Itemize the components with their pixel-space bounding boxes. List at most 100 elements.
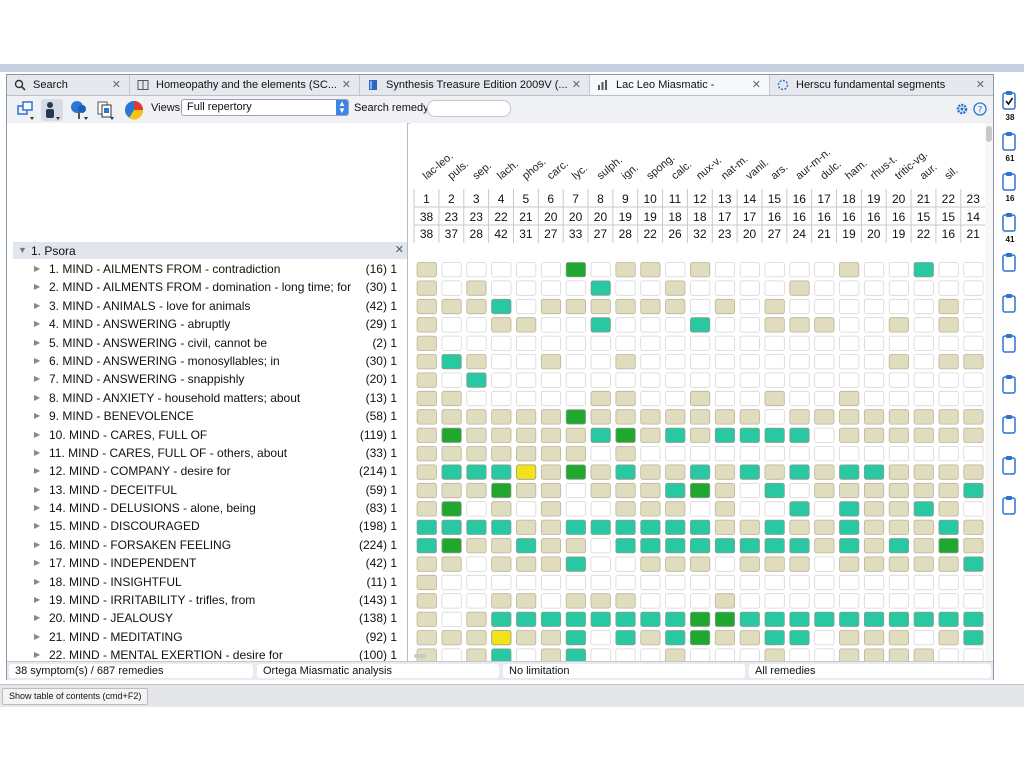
grade-cell[interactable]: [789, 648, 810, 661]
grade-cell[interactable]: [714, 593, 736, 609]
show-toc-button[interactable]: Show table of contents (cmd+F2): [2, 688, 149, 705]
grade-cell[interactable]: [441, 630, 462, 646]
grade-cell[interactable]: [863, 593, 885, 609]
grade-cell[interactable]: [441, 501, 462, 517]
grade-cell[interactable]: [640, 409, 661, 425]
grade-cell[interactable]: [739, 298, 760, 315]
grade-cell[interactable]: [739, 354, 760, 370]
close-icon[interactable]: ✕: [975, 79, 985, 91]
grade-cell[interactable]: [640, 280, 661, 296]
grade-cell[interactable]: [913, 501, 934, 517]
grade-cell[interactable]: [888, 630, 909, 646]
grade-cell[interactable]: [416, 280, 437, 296]
grade-cell[interactable]: [565, 262, 586, 278]
grade-cell[interactable]: [690, 262, 711, 278]
symptom-row[interactable]: ▶ 5. MIND - ANSWERING - civil, cannot be (…: [7, 334, 407, 352]
grade-cell[interactable]: [764, 611, 785, 627]
symptom-row[interactable]: ▶ 22. MIND - MENTAL EXERTION - desire for…: [7, 646, 407, 661]
grade-cell[interactable]: [938, 630, 959, 646]
grade-cell[interactable]: [938, 335, 959, 351]
grade-cell[interactable]: [739, 538, 760, 554]
disclosure-icon[interactable]: ▶: [34, 539, 41, 549]
grade-cell[interactable]: [615, 648, 636, 661]
grade-cell[interactable]: [863, 335, 885, 351]
grade-cell[interactable]: [540, 262, 562, 278]
grade-cell[interactable]: [913, 335, 934, 351]
grade-cell[interactable]: [540, 317, 562, 333]
grade-cell[interactable]: [416, 298, 437, 315]
disclosure-icon[interactable]: ▶: [34, 521, 41, 531]
grade-cell[interactable]: [466, 390, 487, 407]
grade-cell[interactable]: [416, 593, 437, 609]
grade-cell[interactable]: [888, 556, 909, 572]
grade-cell[interactable]: [690, 298, 711, 315]
tab-search[interactable]: Search ✕: [7, 75, 130, 95]
grade-cell[interactable]: [938, 501, 959, 517]
grade-cell[interactable]: [640, 519, 661, 535]
grade-cell[interactable]: [963, 501, 984, 517]
grade-cell[interactable]: [739, 501, 760, 517]
grade-cell[interactable]: [814, 335, 835, 351]
grade-cell[interactable]: [665, 427, 686, 443]
grade-cell[interactable]: [466, 574, 487, 591]
grade-cell[interactable]: [615, 446, 636, 462]
grade-cell[interactable]: [839, 372, 860, 388]
grade-cell[interactable]: [665, 446, 686, 462]
grade-cell[interactable]: [615, 630, 636, 646]
grade-cell[interactable]: [615, 427, 636, 443]
grade-cell[interactable]: [615, 280, 636, 296]
grade-cell[interactable]: [789, 317, 810, 333]
grade-cell[interactable]: [863, 390, 885, 407]
grade-cell[interactable]: [863, 538, 885, 554]
grade-cell[interactable]: [690, 648, 711, 661]
grade-cell[interactable]: [938, 464, 959, 480]
grade-cell[interactable]: [665, 335, 686, 351]
grade-cell[interactable]: [441, 519, 462, 535]
grade-cell[interactable]: [839, 280, 860, 296]
grade-cell[interactable]: [615, 574, 636, 591]
grade-cell[interactable]: [416, 317, 437, 333]
grade-cell[interactable]: [839, 262, 860, 278]
grade-cell[interactable]: [416, 427, 437, 443]
grade-cell[interactable]: [441, 593, 462, 609]
grade-cell[interactable]: [839, 611, 860, 627]
grade-cell[interactable]: [863, 501, 885, 517]
grade-cell[interactable]: [814, 280, 835, 296]
grade-cell[interactable]: [764, 280, 785, 296]
close-icon[interactable]: ✕: [111, 79, 121, 91]
grade-cell[interactable]: [913, 574, 934, 591]
grade-cell[interactable]: [963, 317, 984, 333]
grade-cell[interactable]: [814, 409, 835, 425]
grade-cell[interactable]: [814, 482, 835, 499]
grade-cell[interactable]: [441, 372, 462, 388]
grade-cell[interactable]: [665, 593, 686, 609]
grade-cell[interactable]: [516, 262, 537, 278]
grade-cell[interactable]: [963, 409, 984, 425]
grade-cell[interactable]: [491, 390, 512, 407]
grade-cell[interactable]: [938, 574, 959, 591]
grade-cell[interactable]: [863, 298, 885, 315]
grade-cell[interactable]: [416, 482, 437, 499]
grade-cell[interactable]: [516, 280, 537, 296]
grade-cell[interactable]: [764, 354, 785, 370]
grade-cell[interactable]: [516, 482, 537, 499]
grade-cell[interactable]: [789, 464, 810, 480]
grade-cell[interactable]: [416, 390, 437, 407]
grade-cell[interactable]: [466, 372, 487, 388]
grade-cell[interactable]: [789, 354, 810, 370]
grade-cell[interactable]: [466, 464, 487, 480]
grade-cell[interactable]: [789, 556, 810, 572]
grade-cell[interactable]: [441, 446, 462, 462]
grade-cell[interactable]: [963, 519, 984, 535]
grade-cell[interactable]: [640, 446, 661, 462]
grade-cell[interactable]: [913, 317, 934, 333]
grade-cell[interactable]: [540, 427, 562, 443]
grade-cell[interactable]: [665, 280, 686, 296]
grade-cell[interactable]: [491, 648, 512, 661]
grade-cell[interactable]: [441, 482, 462, 499]
grade-cell[interactable]: [839, 574, 860, 591]
grade-cell[interactable]: [888, 262, 909, 278]
grade-cell[interactable]: [466, 519, 487, 535]
grade-cell[interactable]: [441, 354, 462, 370]
grade-cell[interactable]: [491, 630, 512, 646]
